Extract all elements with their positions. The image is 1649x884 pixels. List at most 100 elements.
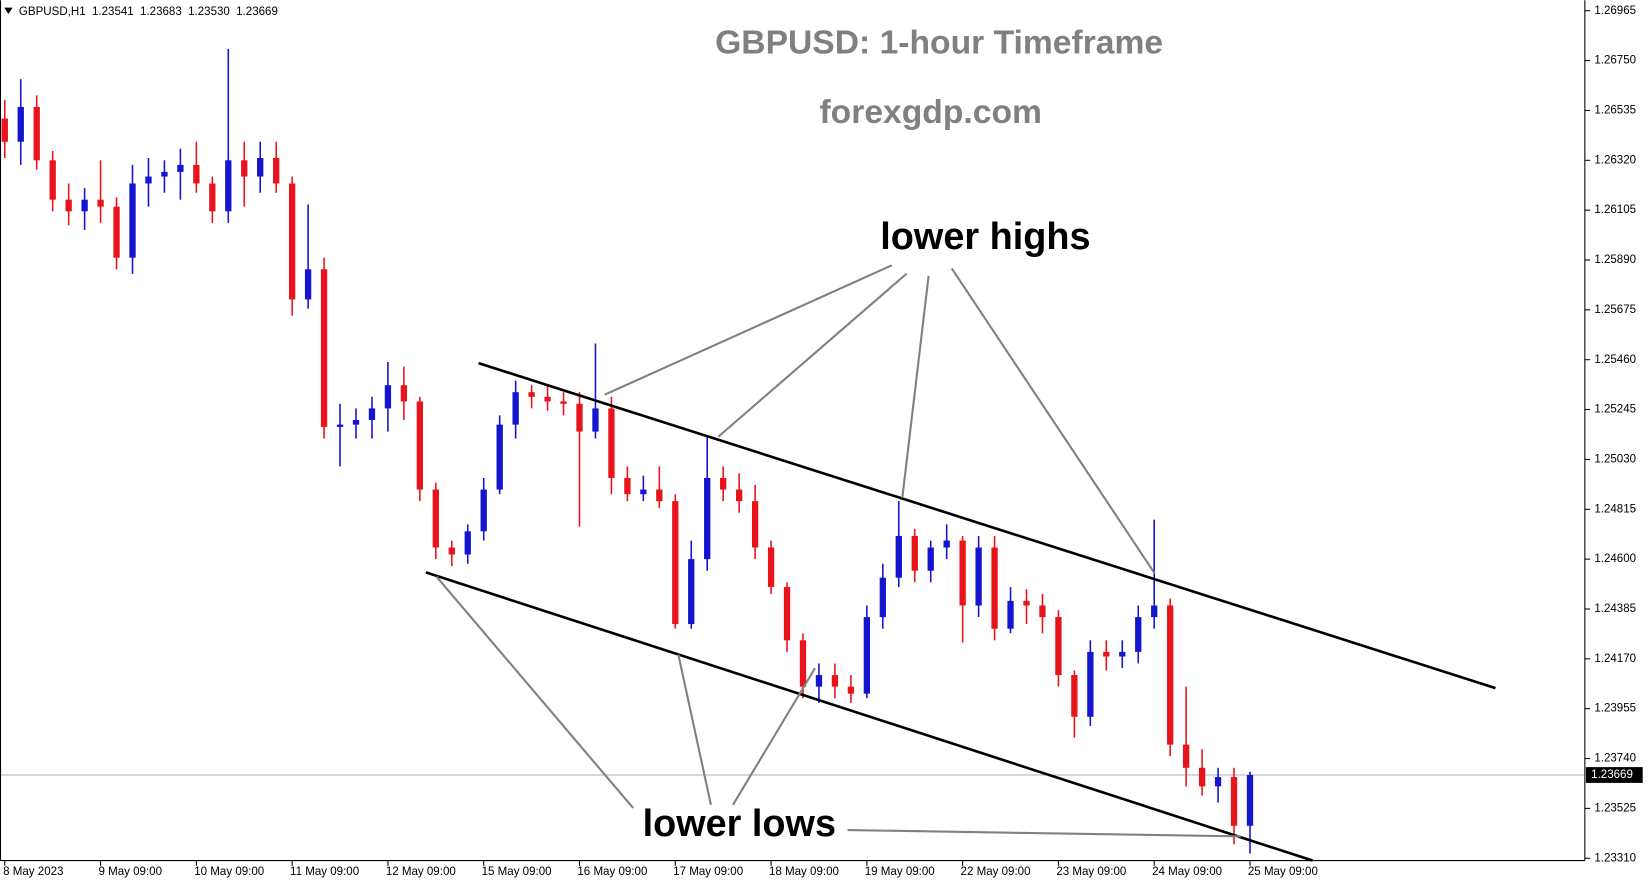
y-tick-label: 1.25030	[1594, 453, 1636, 465]
candle-body	[193, 164, 200, 184]
pointer-line	[901, 275, 930, 498]
candle-body	[528, 392, 535, 397]
candle-body	[608, 408, 615, 478]
x-tick-label: 19 May 09:00	[865, 866, 935, 878]
candle-body	[145, 176, 152, 184]
candle-body	[416, 401, 424, 490]
candle-body	[336, 424, 344, 427]
candle-body	[1167, 605, 1174, 745]
ohlc-value: 1.23530	[188, 6, 230, 18]
candle-body	[1135, 617, 1142, 652]
candle-body	[959, 540, 966, 606]
candle-body	[831, 675, 839, 687]
last-price-box	[1585, 767, 1643, 783]
y-tick-label: 1.25460	[1594, 354, 1636, 366]
candle-body	[177, 164, 184, 172]
candle-body	[544, 396, 551, 402]
pointer-line	[677, 654, 712, 806]
candle-body	[672, 501, 679, 625]
chart-title: GBPUSD: 1-hour Timeframe	[715, 24, 1163, 61]
candle-body	[863, 617, 871, 694]
y-tick-label: 1.24600	[1594, 553, 1636, 565]
candle-body	[560, 401, 567, 404]
ohlc-value: 1.23541	[92, 6, 134, 18]
y-tick-label: 1.23310	[1594, 852, 1636, 864]
x-tick-label: 23 May 09:00	[1056, 866, 1126, 878]
candle-body	[480, 489, 487, 532]
last-price-label: 1.23669	[1591, 769, 1633, 781]
y-tick-label: 1.23740	[1594, 753, 1636, 765]
annotation: lower lows	[643, 803, 836, 845]
candle-body	[991, 547, 998, 629]
candle-body	[592, 408, 599, 432]
candle-body	[400, 385, 408, 402]
x-tick-label: 24 May 09:00	[1152, 866, 1222, 878]
candle-body	[735, 489, 743, 502]
candle-body	[847, 686, 855, 694]
pointer-line	[732, 667, 816, 806]
candle-body	[225, 160, 232, 212]
candle-body	[304, 269, 312, 300]
candle-body	[767, 547, 775, 587]
chart-subtitle: forexgdp.com	[819, 94, 1041, 131]
candle-body	[1198, 767, 1206, 787]
candle-body	[1182, 744, 1190, 768]
candle-body	[352, 419, 360, 425]
candle-body	[496, 424, 503, 490]
symbol: GBPUSD,H1	[19, 6, 86, 18]
y-tick-label: 1.26965	[1594, 5, 1636, 17]
pointer-line	[435, 575, 634, 809]
x-tick-label: 12 May 09:00	[386, 866, 456, 878]
candle-body	[384, 385, 392, 409]
lower-channel-line	[425, 571, 1313, 862]
y-tick-label: 1.24815	[1594, 503, 1636, 515]
plot-area	[0, 48, 1585, 854]
y-tick-label: 1.26105	[1594, 204, 1636, 216]
pointer-line	[717, 272, 908, 438]
candle-body	[688, 559, 695, 625]
candle-body	[1214, 777, 1222, 787]
candle-body	[943, 540, 950, 548]
candle-body	[257, 157, 264, 177]
menu-arrow[interactable]	[4, 7, 13, 14]
y-tick-label: 1.25245	[1594, 404, 1636, 416]
candle-body	[911, 535, 918, 571]
candle-body	[1055, 617, 1062, 676]
candle-body	[241, 160, 248, 177]
y-tick-label: 1.26750	[1594, 55, 1636, 67]
x-tick-label: 8 May 2023	[3, 866, 63, 878]
candle-body	[720, 477, 727, 490]
pointer-line	[604, 264, 893, 396]
y-tick-label: 1.26535	[1594, 104, 1636, 116]
x-tick-label: 10 May 09:00	[194, 866, 264, 878]
candle-body	[113, 206, 120, 258]
ohlc-value: 1.23683	[140, 6, 182, 18]
ohlc-value: 1.23669	[236, 6, 278, 18]
candle-body	[704, 477, 711, 560]
candle-body	[33, 106, 40, 161]
candle-body	[17, 106, 24, 142]
x-tick-label: 18 May 09:00	[769, 866, 839, 878]
candle-body	[879, 577, 886, 618]
candle-body	[161, 171, 168, 177]
candle-body	[927, 547, 934, 571]
candle-body	[97, 199, 104, 207]
candle-body	[783, 586, 791, 641]
y-tick-label: 1.24170	[1594, 653, 1636, 665]
candle-body	[895, 535, 902, 578]
x-tick-label: 22 May 09:00	[961, 866, 1031, 878]
candle-body	[1230, 777, 1238, 826]
y-tick-label: 1.23955	[1594, 703, 1636, 715]
candle-body	[975, 547, 982, 606]
x-tick-label: 25 May 09:00	[1248, 866, 1318, 878]
candle-body	[576, 403, 583, 432]
candle-body	[432, 489, 439, 548]
candle-body	[751, 501, 759, 548]
candle-body	[368, 408, 376, 420]
candle-body	[65, 199, 72, 212]
candle-body	[1087, 651, 1094, 717]
x-tick-label: 15 May 09:00	[482, 866, 552, 878]
candle-body	[49, 160, 56, 200]
y-tick-label: 1.25890	[1594, 254, 1636, 266]
